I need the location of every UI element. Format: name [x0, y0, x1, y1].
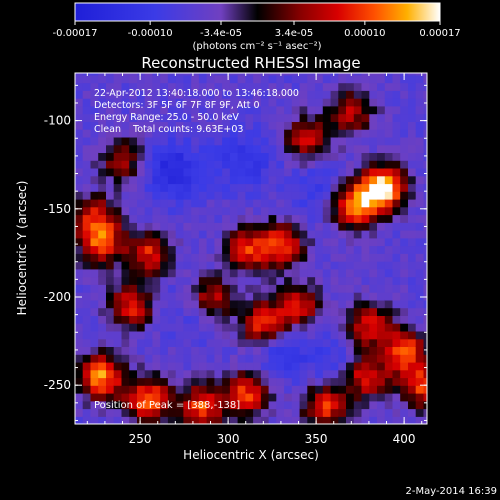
colorbar-unit-label: (photons cm⁻² s⁻¹ asec⁻²) [192, 41, 321, 52]
colorbar-tick-label: -3.4e-05 [200, 28, 242, 39]
chart-title: Reconstructed RHESSI Image [141, 54, 360, 72]
colorbar-tick-label: 3.4e-05 [275, 28, 313, 39]
footer-date: 2-May-2014 16:39 [405, 486, 497, 497]
annotation-time: 22-Apr-2012 13:40:18.000 to 13:46:18.000 [94, 88, 299, 99]
annotation-energy: Energy Range: 25.0 - 50.0 keV [94, 112, 239, 123]
axis-ticks: 250 300 350 400 -100 -150 -200 -250 [44, 73, 427, 446]
colorbar-tick-label: 0.00010 [344, 28, 385, 39]
y-tick-label: -200 [44, 290, 71, 304]
y-tick-label: -250 [44, 378, 71, 392]
peak-position-label: Position of Peak = [388,-138] [94, 400, 240, 411]
plot-frame [74, 72, 428, 425]
y-tick-label: -150 [44, 202, 71, 216]
colorbar-tick-label: -0.00010 [128, 28, 173, 39]
x-tick-label: 400 [393, 432, 416, 446]
colorbar-tick-label: 0.00017 [419, 28, 460, 39]
y-tick-label: -100 [44, 114, 71, 128]
x-axis-label: Heliocentric X (arcsec) [183, 448, 319, 462]
y-axis-label: Heliocentric Y (arcsec) [15, 181, 29, 316]
heatmap-field [75, 73, 427, 424]
annotation-detectors: Detectors: 3F 5F 6F 7F 8F 9F, Att 0 [94, 100, 260, 111]
colorbar-ticks: -0.00017 -0.00010 -3.4e-05 3.4e-05 0.00010 0.… [53, 21, 461, 39]
x-tick-label: 350 [305, 432, 328, 446]
annotation-block: 22-Apr-2012 13:40:18.000 to 13:46:18.000… [94, 88, 299, 135]
x-tick-label: 250 [129, 432, 152, 446]
colorbar [74, 2, 441, 22]
x-tick-label: 300 [217, 432, 240, 446]
colorbar-tick-label: -0.00017 [53, 28, 98, 39]
annotation-counts: Clean Total counts: 9.63E+03 [94, 124, 243, 135]
